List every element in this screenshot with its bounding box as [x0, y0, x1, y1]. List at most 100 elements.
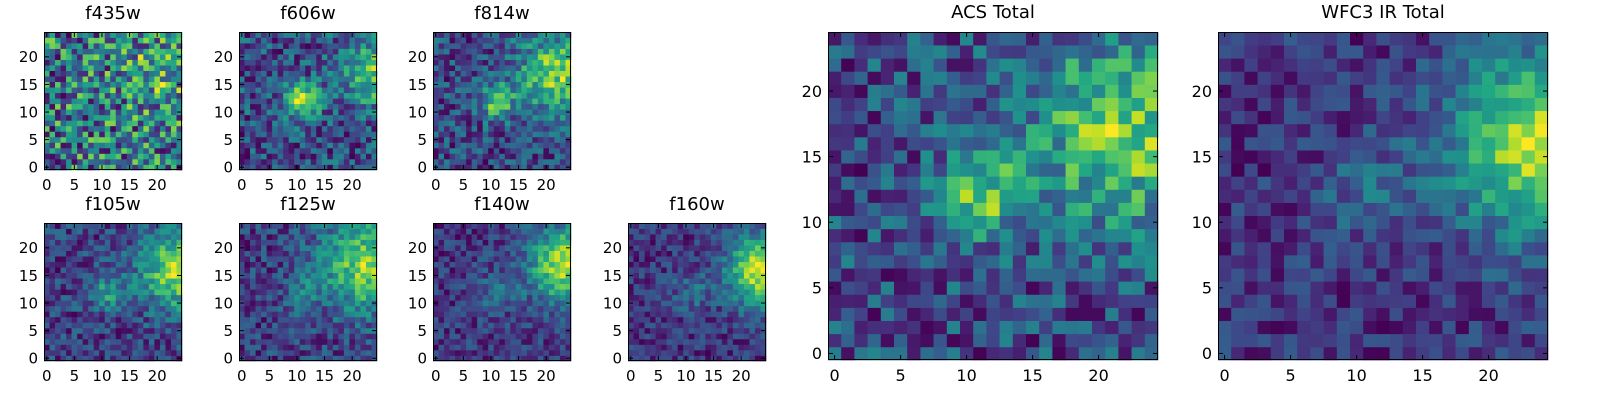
heatmap-cell: [60, 76, 67, 83]
heatmap-cell: [559, 311, 566, 318]
heatmap-cell: [754, 294, 761, 301]
heatmap-cell: [143, 87, 150, 94]
heatmap-cell: [165, 98, 172, 105]
heatmap-cell: [543, 81, 550, 88]
heatmap-cell: [471, 32, 478, 38]
heatmap-cell: [88, 114, 95, 121]
heatmap-cell: [316, 43, 323, 49]
heatmap-cell: [132, 322, 139, 329]
heatmap-cell: [488, 344, 495, 351]
heatmap-cell: [488, 65, 495, 71]
heatmap-cell: [277, 48, 284, 55]
heatmap-cell: [272, 103, 278, 110]
heatmap-cell: [449, 114, 456, 121]
heatmap-cell: [299, 87, 306, 94]
heatmap-cell: [732, 261, 739, 268]
heatmap-cell: [1144, 241, 1159, 256]
heatmap-cell: [365, 131, 372, 138]
heatmap-cell: [126, 37, 133, 44]
heatmap-cell: [749, 267, 756, 274]
heatmap-cell: [880, 163, 895, 177]
heatmap-cell: [907, 346, 921, 361]
heatmap-cell: [1078, 268, 1093, 282]
heatmap-cell: [55, 142, 61, 149]
heatmap-cell: [449, 349, 456, 356]
heatmap-cell: [360, 103, 367, 110]
heatmap-cell: [288, 158, 295, 165]
heatmap-cell: [55, 289, 61, 296]
heatmap-cell: [239, 87, 245, 94]
heatmap-cell: [294, 158, 301, 165]
heatmap-cell: [510, 250, 517, 257]
heatmap-cell: [55, 239, 61, 246]
heatmap-cell: [321, 87, 328, 94]
heatmap-cell: [1078, 281, 1093, 295]
heatmap-cell: [327, 158, 334, 165]
heatmap-cell: [360, 327, 367, 334]
heatmap-cell: [455, 355, 461, 362]
heatmap-cell: [466, 37, 472, 44]
heatmap-cell: [93, 338, 100, 345]
heatmap-cell: [272, 316, 278, 323]
heatmap-cell: [49, 92, 56, 99]
heatmap-cell: [77, 322, 83, 329]
heatmap-cell: [727, 223, 734, 229]
heatmap-cell: [349, 147, 356, 154]
heatmap-cell: [255, 32, 262, 38]
heatmap-cell: [277, 228, 284, 235]
heatmap-cell: [321, 283, 328, 290]
panel-title: f105w: [85, 194, 141, 215]
heatmap-cell: [176, 228, 183, 235]
heatmap-cell: [176, 267, 183, 274]
heatmap-cell: [305, 245, 312, 251]
heatmap-cell: [66, 305, 72, 312]
heatmap-cell: [537, 272, 544, 279]
heatmap-cell: [110, 333, 117, 340]
heatmap-cell: [143, 147, 150, 154]
heatmap-cell: [255, 355, 262, 362]
heatmap-cell: [354, 327, 361, 334]
heatmap-cell: [299, 300, 306, 307]
heatmap-cell: [683, 261, 690, 268]
heatmap-cell: [349, 305, 356, 312]
heatmap-cell: [521, 59, 528, 66]
heatmap-cell: [493, 338, 500, 345]
heatmap-cell: [121, 114, 128, 121]
heatmap-cell: [666, 283, 673, 290]
heatmap-cell: [327, 131, 334, 138]
heatmap-cell: [261, 294, 267, 301]
heatmap-cell: [165, 114, 172, 121]
heatmap-cell: [449, 54, 456, 60]
heatmap-cell: [349, 267, 356, 274]
heatmap-cell: [104, 245, 111, 251]
heatmap-cell: [332, 103, 339, 110]
heatmap-cell: [49, 32, 56, 38]
heatmap-cell: [365, 164, 372, 171]
heatmap-cell: [466, 103, 472, 110]
heatmap-cell: [255, 283, 262, 290]
heatmap-cell: [316, 131, 323, 138]
heatmap-cell: [565, 147, 572, 154]
heatmap-cell: [732, 349, 739, 356]
heatmap-cell: [510, 267, 517, 274]
heatmap-cell: [666, 311, 673, 318]
heatmap-cell: [261, 81, 267, 88]
heatmap-cell: [933, 241, 948, 256]
heatmap-cell: [354, 142, 361, 149]
heatmap-cell: [294, 283, 301, 290]
heatmap-cell: [371, 289, 378, 296]
heatmap-cell: [239, 305, 245, 312]
heatmap-cell: [493, 289, 500, 296]
heatmap-cell: [110, 65, 117, 71]
heatmap-cell: [310, 109, 317, 116]
heatmap-cell: [559, 349, 566, 356]
heatmap-cell: [683, 327, 690, 334]
heatmap-cell: [66, 311, 72, 318]
heatmap-cell: [143, 305, 150, 312]
heatmap-cell: [537, 256, 544, 262]
heatmap-cell: [360, 267, 367, 274]
heatmap-cell: [946, 281, 961, 295]
heatmap-cell: [482, 120, 489, 127]
heatmap-cell: [504, 48, 511, 55]
heatmap-cell: [537, 114, 544, 121]
